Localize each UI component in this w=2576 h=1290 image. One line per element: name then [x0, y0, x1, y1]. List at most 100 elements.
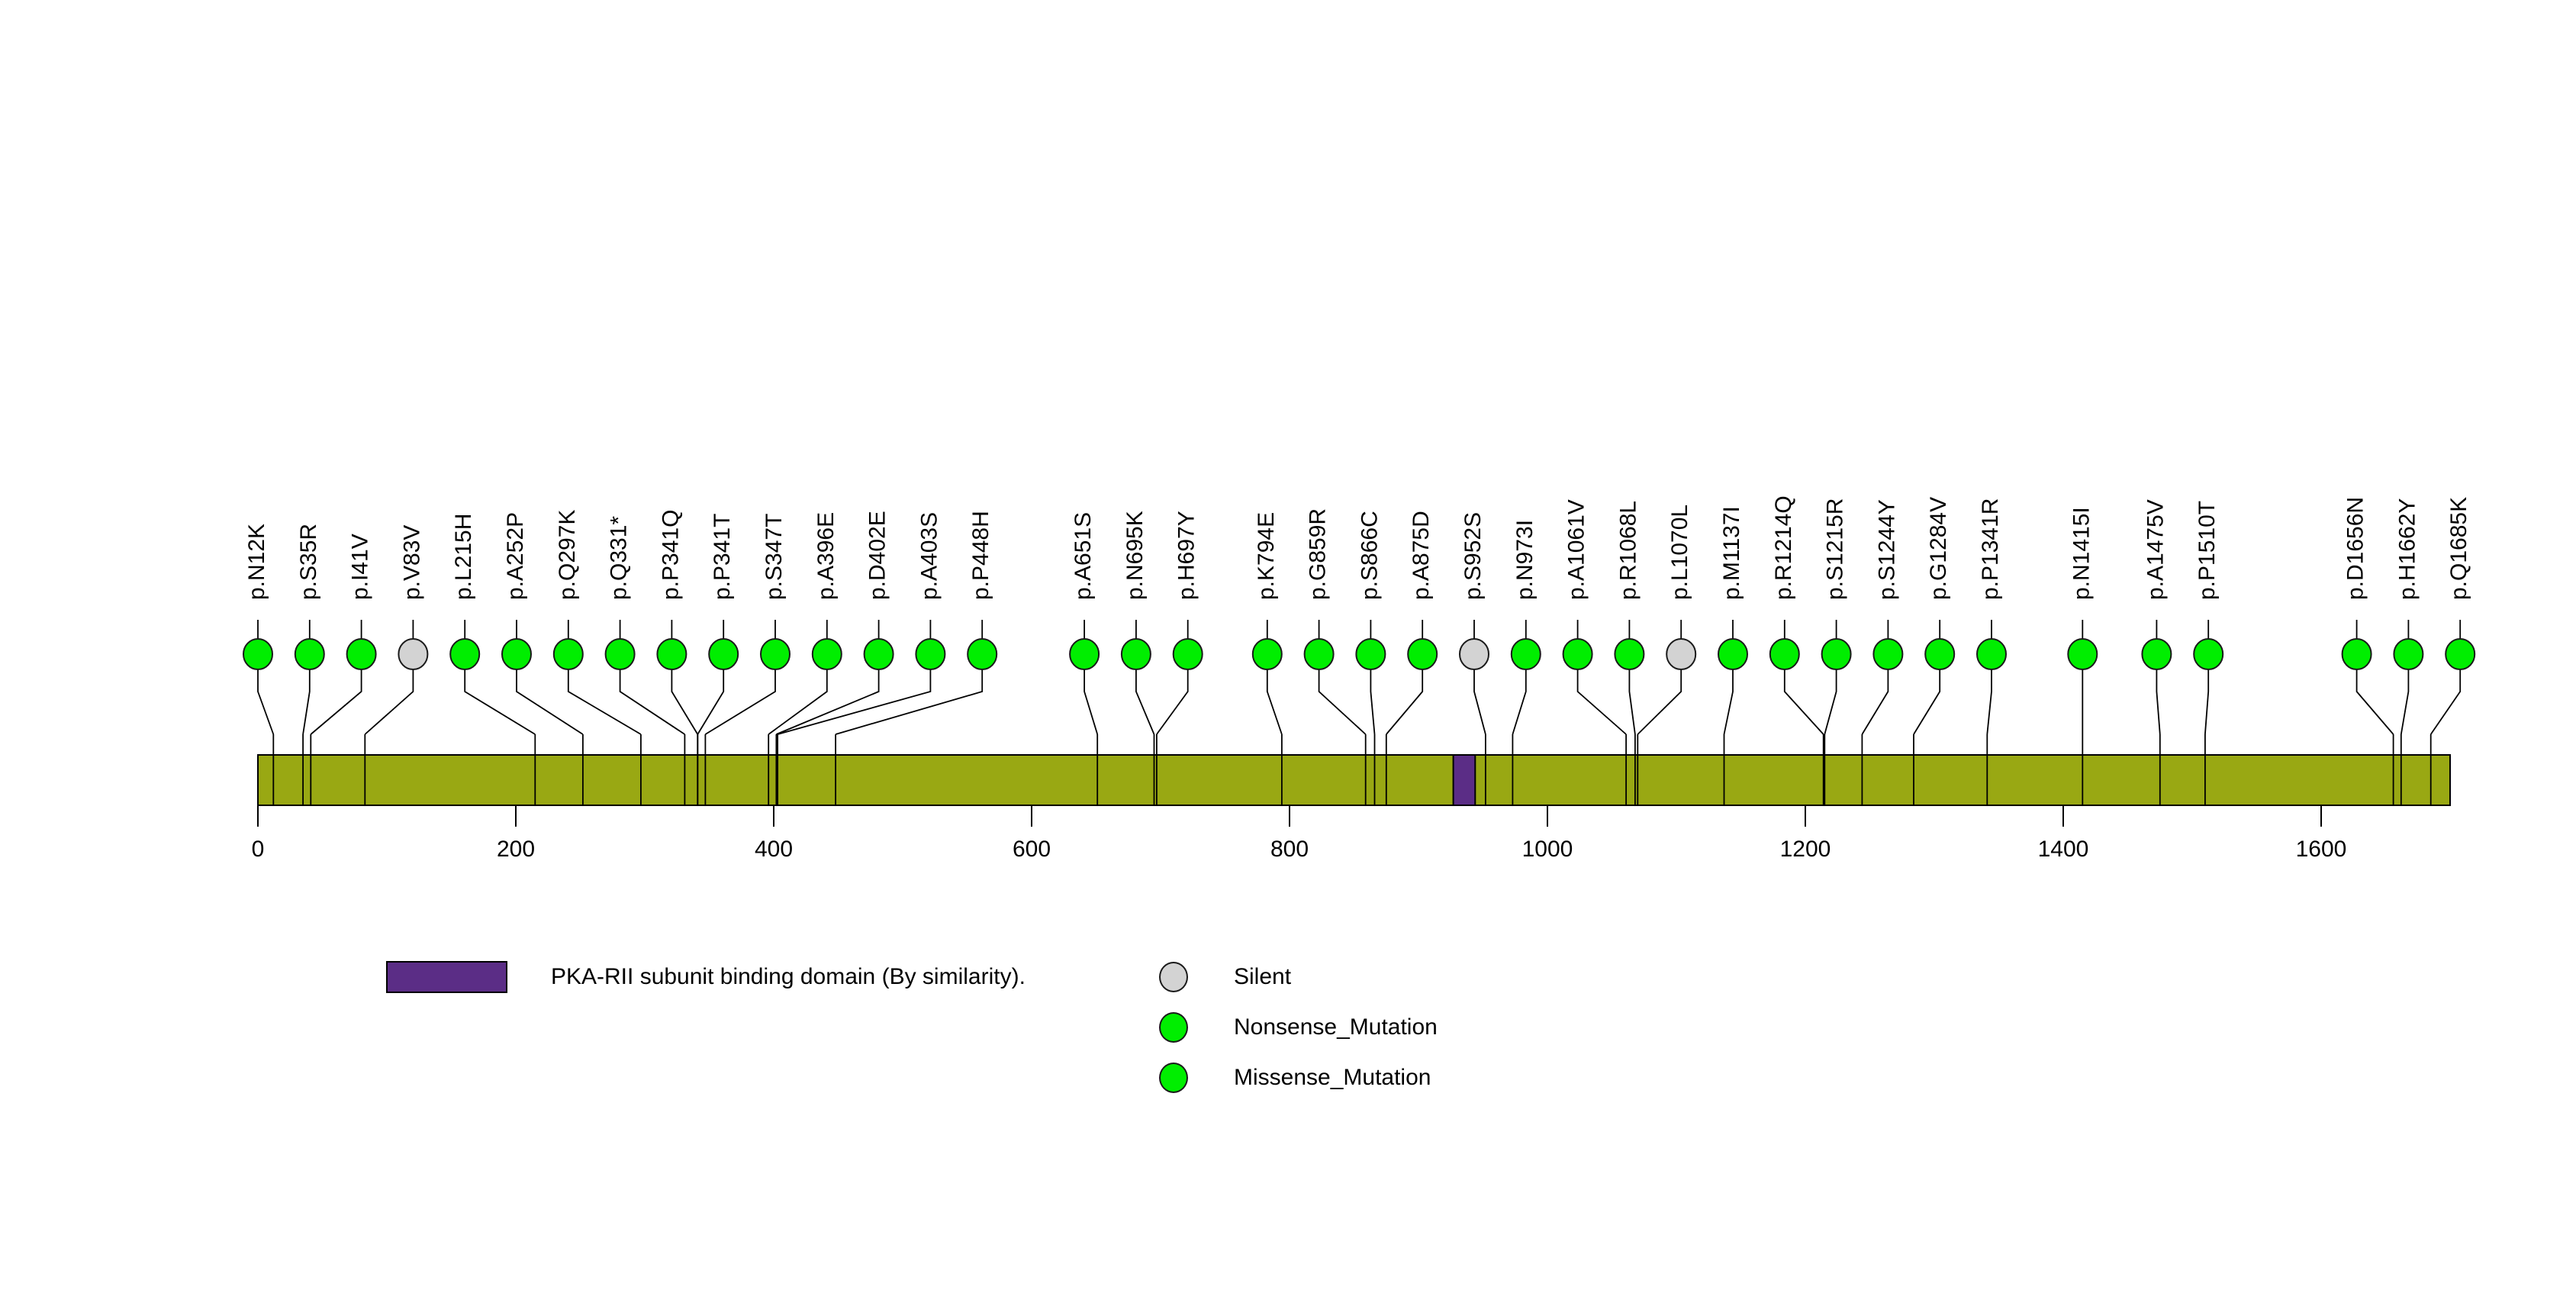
mutation-label: p.P341Q [658, 510, 683, 600]
mutation-stem [619, 620, 685, 735]
axis-tick-label: 1200 [1780, 837, 1831, 862]
mutation-label: p.P448H [968, 511, 993, 600]
mutation-stem [697, 620, 725, 735]
mutation-circle [2067, 638, 2098, 670]
mutation-circle [760, 638, 791, 670]
mutation-label: p.P1341R [1978, 498, 2003, 600]
mutation-stem [1135, 620, 1155, 735]
mutation-circle [708, 638, 739, 670]
mutation-stem [516, 620, 584, 735]
axis-tick-label: 600 [1013, 837, 1051, 862]
mutation-stem [2156, 620, 2161, 735]
mutation-circle [449, 638, 481, 670]
legend-type-swatch [1159, 1012, 1188, 1043]
mutation-stem [671, 620, 699, 735]
mutation-label: p.A252P [503, 512, 528, 600]
mutation-stem [1386, 620, 1424, 735]
domain-legend-swatch [386, 961, 507, 993]
axis-tick-label: 0 [252, 837, 265, 862]
mutation-circle [656, 638, 687, 670]
mutation-label: p.S35R [296, 524, 321, 600]
mutation-circle [2445, 638, 2476, 670]
mutation-circle [1614, 638, 1645, 670]
mutation-circle [501, 638, 532, 670]
mutation-stem [1783, 620, 1824, 735]
mutation-stem [364, 620, 414, 735]
mutation-label: p.S347T [762, 514, 787, 600]
mutation-label: p.A1475V [2143, 499, 2168, 600]
mutation-circle [2193, 638, 2224, 670]
mutation-stem [1861, 620, 1889, 735]
mutation-label: p.N695K [1122, 511, 1148, 600]
mutation-stem [1986, 620, 1992, 735]
mutation-label: p.Q297K [555, 510, 580, 600]
mutation-stem [1266, 620, 1283, 735]
mutation-label: p.Q331* [607, 516, 632, 600]
legend-type-label: Nonsense_Mutation [1234, 1014, 1438, 1040]
mutation-circle [967, 638, 998, 670]
mutation-label: p.G1284V [1926, 497, 1951, 600]
mutation-circle [811, 638, 842, 670]
mutation-stem [1824, 620, 1837, 735]
mutation-circle [346, 638, 377, 670]
mutation-circle [1172, 638, 1203, 670]
mutation-label: p.A651S [1071, 512, 1096, 600]
mutation-stem [302, 620, 311, 735]
axis-tick-label: 400 [755, 837, 793, 862]
mutation-label: p.V83V [399, 525, 424, 600]
legend-type-label: Missense_Mutation [1234, 1065, 1431, 1090]
mutation-stem [567, 620, 642, 735]
mutation-circle [1355, 638, 1386, 670]
mutation-stem [768, 620, 828, 735]
protein-domain [1452, 754, 1476, 806]
mutation-stem [310, 620, 362, 735]
mutation-label: p.A875D [1409, 511, 1434, 600]
mutation-circle [1303, 638, 1335, 670]
mutation-circle [604, 638, 636, 670]
mutation-circle [1718, 638, 1748, 670]
mutation-label: p.S1215R [1823, 498, 1848, 600]
mutation-label: p.S866C [1357, 511, 1382, 600]
mutation-label: p.D402E [865, 511, 890, 600]
mutation-stem [1156, 620, 1189, 735]
mutation-label: p.I41V [348, 534, 373, 600]
mutation-circle [1976, 638, 2007, 670]
mutation-label: p.D1656N [2343, 497, 2368, 600]
mutation-circle [1666, 638, 1697, 670]
mutation-circle [243, 638, 273, 670]
mutation-label: p.K794E [1254, 512, 1279, 600]
mutation-stem [777, 620, 932, 735]
mutation-circle [1459, 638, 1489, 670]
mutation-stem [1318, 620, 1367, 735]
mutation-circle [1769, 638, 1800, 670]
mutation-stem [1576, 620, 1627, 735]
axis-tick-label: 800 [1270, 837, 1309, 862]
mutation-label: p.H1662Y [2394, 498, 2420, 600]
mutation-label: p.L215H [451, 514, 476, 600]
mutation-stem [2355, 620, 2394, 735]
axis-tick-label: 200 [497, 837, 535, 862]
mutation-label: p.P1510T [2194, 501, 2220, 600]
mutation-stem [776, 620, 880, 735]
mutation-stem [1637, 620, 1682, 735]
mutation-circle [552, 638, 584, 670]
mutation-circle [1821, 638, 1852, 670]
mutation-label: p.R1068L [1615, 501, 1641, 600]
mutation-stem [1512, 620, 1527, 735]
legend-type-swatch [1159, 1063, 1188, 1093]
mutation-stem [2429, 620, 2462, 735]
mutation-label: p.A403S [916, 512, 942, 600]
mutation-label: p.L1070L [1667, 505, 1692, 600]
mutation-label: p.A1061V [1564, 499, 1589, 600]
mutation-circle [1872, 638, 1904, 670]
legend-type-swatch [1159, 962, 1188, 992]
mutation-label: p.P341T [710, 514, 735, 600]
mutation-label: p.M1137I [1719, 506, 1744, 600]
mutation-label: p.H697Y [1174, 511, 1199, 600]
mutation-circle [2341, 638, 2372, 670]
mutation-label: p.N1415I [2069, 507, 2094, 600]
mutation-stem [1913, 620, 1941, 735]
legend-type-label: Silent [1234, 964, 1292, 989]
mutation-circle [398, 638, 429, 670]
